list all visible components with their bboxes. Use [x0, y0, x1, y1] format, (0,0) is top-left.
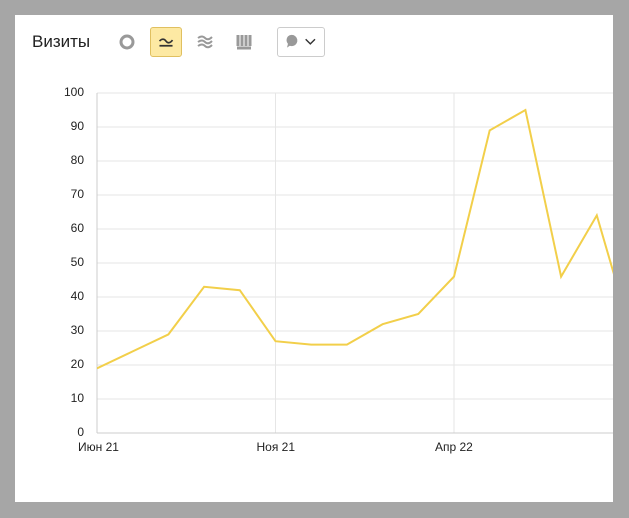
pie-button[interactable] — [111, 27, 143, 57]
y-tick-label: 30 — [71, 323, 85, 337]
x-tick-label: Апр 22 — [435, 440, 473, 454]
y-tick-label: 70 — [71, 187, 85, 201]
x-tick-label: Ноя 21 — [257, 440, 296, 454]
y-tick-label: 50 — [71, 255, 85, 269]
title: Визиты — [32, 32, 91, 51]
x-tick-label: Июн 21 — [78, 440, 119, 454]
panel: Визиты — [15, 15, 613, 502]
line-button[interactable] — [150, 27, 182, 57]
y-tick-label: 40 — [71, 289, 85, 303]
y-tick-label: 90 — [71, 119, 85, 133]
bar-button[interactable] — [228, 27, 260, 57]
line — [97, 108, 613, 370]
y-tick-label: 100 — [64, 85, 84, 99]
y-tick-label: 80 — [71, 153, 85, 167]
y-tick-label: 60 — [71, 221, 85, 235]
area-button[interactable] — [189, 27, 221, 57]
y-tick-label: 0 — [77, 425, 84, 439]
y-tick-label: 20 — [71, 357, 85, 371]
annotation-button[interactable] — [277, 27, 325, 57]
y-tick-label: 10 — [71, 391, 85, 405]
